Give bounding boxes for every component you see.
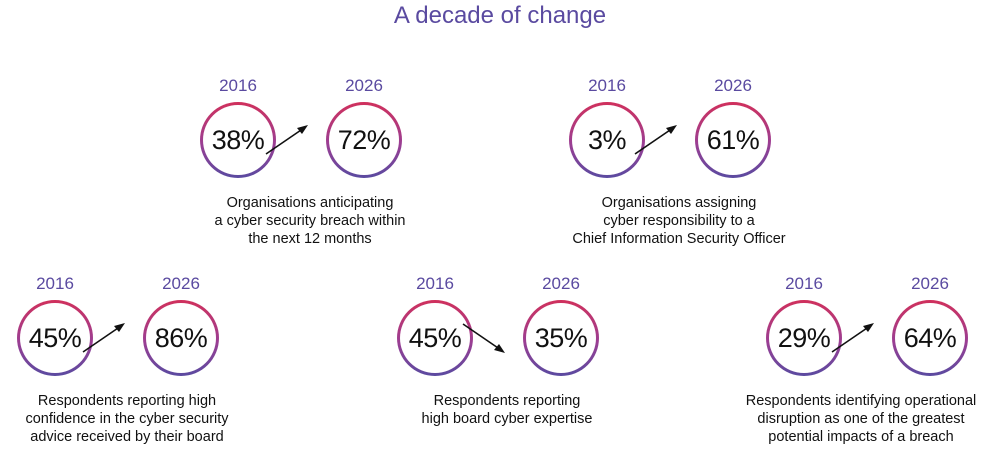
year-from-label: 2016 <box>416 274 454 293</box>
value-from-circle: 29% <box>766 300 842 376</box>
trend-up-arrow-icon <box>634 125 677 155</box>
value-to: 64% <box>895 303 965 373</box>
year-to-label: 2026 <box>911 274 949 293</box>
value-from: 45% <box>400 303 470 373</box>
year-from-label: 2016 <box>219 76 257 95</box>
value-to: 86% <box>146 303 216 373</box>
caption-line: a cyber security breach within <box>214 213 406 229</box>
year-to-label: 2026 <box>714 76 752 95</box>
stat-block-operational-disruption: 2016 2026 29% 64% Respondents identifyin… <box>726 274 1000 454</box>
year-from-label: 2016 <box>785 274 823 293</box>
value-to: 35% <box>526 303 596 373</box>
value-to-circle: 64% <box>892 300 968 376</box>
trend-down-arrow-icon <box>462 323 505 353</box>
value-from-circle: 45% <box>17 300 93 376</box>
caption-line: Respondents reporting high <box>37 393 217 409</box>
caption-line: high board cyber expertise <box>421 411 593 427</box>
caption-line: Respondents reporting <box>433 393 581 409</box>
trend-up-arrow-icon <box>82 323 125 353</box>
value-to-circle: 86% <box>143 300 219 376</box>
value-to: 72% <box>329 105 399 175</box>
caption-line: Organisations assigning <box>601 195 757 211</box>
value-from: 29% <box>769 303 839 373</box>
caption-line: the next 12 months <box>248 231 372 247</box>
caption-line: advice received by their board <box>30 429 224 445</box>
value-from: 3% <box>572 105 642 175</box>
caption-line: disruption as one of the greatest <box>757 411 965 427</box>
stat-caption: Respondents reporting high confidence in… <box>0 392 267 446</box>
value-to-circle: 35% <box>523 300 599 376</box>
stat-block-board-advice-confidence: 2016 2026 45% 86% Respondents reporting … <box>0 274 265 454</box>
value-from-circle: 45% <box>397 300 473 376</box>
caption-line: Chief Information Security Officer <box>572 231 786 247</box>
value-from: 45% <box>20 303 90 373</box>
year-from-label: 2016 <box>588 76 626 95</box>
value-to-circle: 61% <box>695 102 771 178</box>
stat-block-ciso-responsibility: 2016 2026 3% 61% Organisations assigning… <box>539 76 819 256</box>
year-from-label: 2016 <box>36 274 74 293</box>
year-to-label: 2026 <box>542 274 580 293</box>
value-from: 38% <box>203 105 273 175</box>
stat-block-board-expertise: 2016 2026 45% 35% Respondents reporting … <box>367 274 647 454</box>
caption-line: Organisations anticipating <box>226 195 394 211</box>
trend-up-arrow-icon <box>265 125 308 155</box>
value-from-circle: 3% <box>569 102 645 178</box>
year-to-label: 2026 <box>345 76 383 95</box>
caption-line: confidence in the cyber security <box>25 411 229 427</box>
value-to: 61% <box>698 105 768 175</box>
stat-caption: Organisations anticipating a cyber secur… <box>170 194 450 248</box>
year-to-label: 2026 <box>162 274 200 293</box>
stat-caption: Respondents reporting high board cyber e… <box>367 392 647 428</box>
caption-line: cyber responsibility to a <box>603 213 755 229</box>
caption-line: Respondents identifying operational <box>745 393 977 409</box>
value-from-circle: 38% <box>200 102 276 178</box>
stat-block-breach-anticipation: 2016 2026 38% 72% Organisations anticipa… <box>170 76 450 256</box>
trend-up-arrow-icon <box>831 323 874 353</box>
value-to-circle: 72% <box>326 102 402 178</box>
page-title: A decade of change <box>393 2 607 29</box>
stat-caption: Respondents identifying operational disr… <box>726 392 996 446</box>
stat-caption: Organisations assigning cyber responsibi… <box>539 194 819 248</box>
caption-line: potential impacts of a breach <box>768 429 954 445</box>
